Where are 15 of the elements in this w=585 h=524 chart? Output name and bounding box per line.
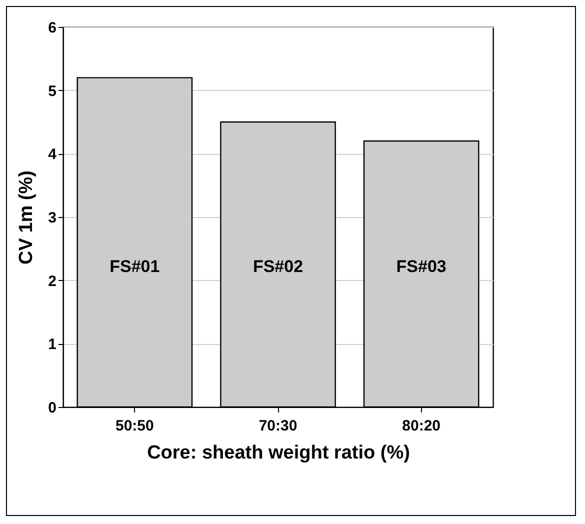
y-tick-label: 2 [48,272,56,290]
y-tick-label: 4 [48,146,58,164]
y-tick-label: 5 [48,82,56,100]
annotation: FS#01 [110,257,160,276]
x-tick-label: 80:20 [402,418,441,434]
x-tick-label: 70:30 [258,418,298,434]
y-axis-title: CV 1m (%) [16,170,38,264]
y-tick-label: 3 [48,210,56,226]
y-tick-label: 6 [48,20,56,36]
annotation: FS#02 [252,257,304,276]
annotation: FS#03 [396,257,446,276]
y-tick-label: 1 [48,336,56,354]
x-tick-label: 50:50 [115,418,154,434]
x-axis-title: Core: sheath weight ratio (%) [147,442,410,464]
y-tick-label: 0 [48,400,56,416]
